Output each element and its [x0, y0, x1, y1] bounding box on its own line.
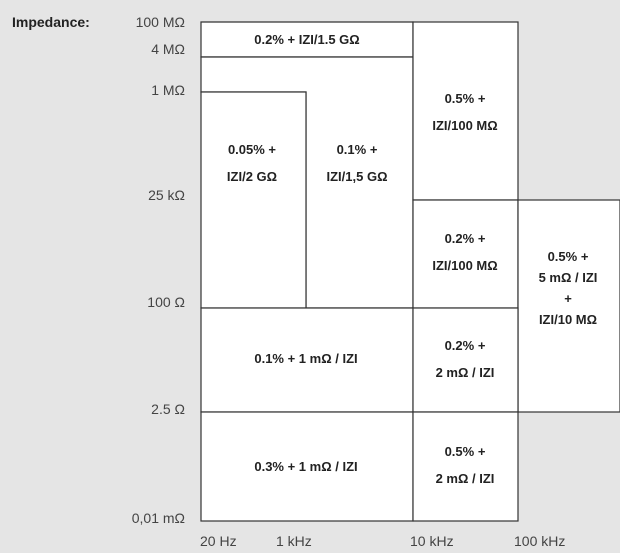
- region-accuracy-text: IZI/10 MΩ: [539, 312, 597, 327]
- accuracy-region: [412, 21, 519, 201]
- region-accuracy-text: 0.5% +: [445, 444, 486, 459]
- region-accuracy-text: 0.1% + 1 mΩ / IZI: [254, 351, 357, 366]
- y-tick-label: 2.5 Ω: [151, 401, 185, 417]
- region-accuracy-text: +: [564, 291, 572, 306]
- region-accuracy-text: 0.2% +: [445, 338, 486, 353]
- region-accuracy-text: 5 mΩ / IZI: [539, 270, 598, 285]
- region-accuracy-text: 2 mΩ / IZI: [436, 365, 495, 380]
- accuracy-region: [412, 307, 519, 413]
- accuracy-region: [412, 411, 519, 522]
- region-accuracy-text: IZI/2 GΩ: [227, 169, 277, 184]
- x-tick-label: 10 kHz: [410, 533, 454, 549]
- region-accuracy-text: 0.2% + IZI/1.5 GΩ: [254, 32, 359, 47]
- region-accuracy-text: IZI/100 MΩ: [432, 258, 497, 273]
- region-accuracy-text: 0.05% +: [228, 142, 276, 157]
- y-tick-label: 100 Ω: [147, 294, 185, 310]
- accuracy-region: [200, 307, 414, 413]
- y-tick-label: 1 MΩ: [151, 82, 185, 98]
- x-tick-label: 20 Hz: [200, 533, 237, 549]
- region-accuracy-text: 0.5% +: [445, 91, 486, 106]
- y-tick-label: 100 MΩ: [136, 14, 185, 30]
- region-accuracy-text: 0.3% + 1 mΩ / IZI: [254, 459, 357, 474]
- region-accuracy-text: 0.5% +: [548, 249, 589, 264]
- x-tick-label: 100 kHz: [514, 533, 565, 549]
- impedance-axis-title: Impedance:: [12, 14, 90, 30]
- x-tick-label: 1 kHz: [276, 533, 312, 549]
- region-accuracy-text: 0.2% +: [445, 231, 486, 246]
- y-tick-label: 4 MΩ: [151, 41, 185, 57]
- accuracy-region: [517, 199, 620, 413]
- region-accuracy-text: 0.1% +: [337, 142, 378, 157]
- accuracy-region: [200, 91, 307, 309]
- y-tick-label: 25 kΩ: [148, 187, 185, 203]
- region-accuracy-text: IZI/100 MΩ: [432, 118, 497, 133]
- region-accuracy-text: IZI/1,5 GΩ: [327, 169, 388, 184]
- accuracy-region: [412, 199, 519, 309]
- y-tick-label: 0,01 mΩ: [132, 510, 185, 526]
- region-accuracy-text: 2 mΩ / IZI: [436, 471, 495, 486]
